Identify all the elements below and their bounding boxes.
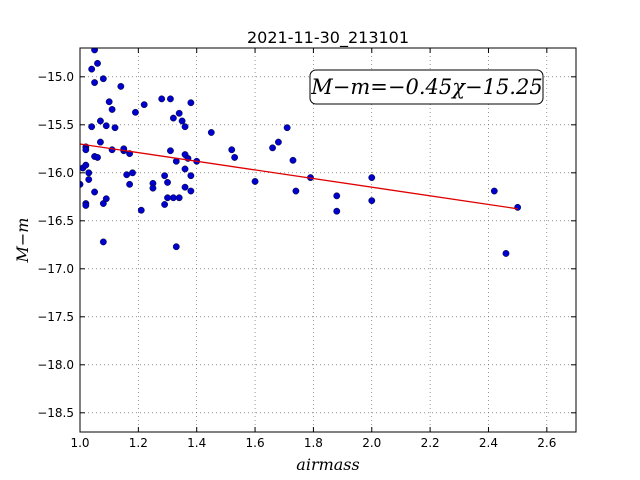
data-point	[161, 172, 169, 180]
x-tick-label: 2.2	[421, 436, 440, 450]
data-point	[207, 129, 215, 136]
x-tick-label: 1.2	[129, 436, 148, 450]
data-point	[82, 202, 90, 209]
data-point	[111, 124, 119, 132]
data-point	[164, 194, 171, 202]
data-point	[187, 99, 195, 107]
data-point	[97, 117, 104, 125]
y-tick-label: −17.0	[37, 262, 74, 276]
data-point	[123, 171, 131, 179]
data-point	[167, 95, 174, 103]
data-point	[91, 79, 98, 86]
data-point	[94, 154, 101, 161]
y-tick-label: −17.5	[37, 310, 74, 324]
data-point	[108, 146, 116, 154]
data-point	[149, 184, 157, 192]
data-point	[228, 146, 236, 154]
data-point	[175, 109, 183, 117]
fit-line-group	[79, 143, 518, 210]
data-point	[129, 169, 136, 177]
data-point	[181, 183, 189, 191]
data-point	[97, 138, 104, 146]
data-point	[514, 203, 522, 211]
x-tick-label: 1.0	[70, 436, 89, 450]
data-point	[187, 172, 195, 180]
data-point	[99, 238, 107, 246]
data-point	[94, 59, 101, 67]
data-point	[169, 194, 177, 202]
x-tick-label: 1.8	[304, 436, 323, 450]
data-point	[175, 194, 183, 202]
y-axis-label: M−m	[13, 218, 32, 264]
axis-ticks: 1.0 1.2 1.4 1.6 1.8 2.0 2.2 2.4 2.6 −15.0 −15.5 −16…	[37, 48, 576, 450]
fit-equation-text: M−m=−0.45χ−15.25	[310, 75, 542, 99]
data-point	[91, 48, 98, 54]
data-point	[161, 201, 169, 208]
data-point	[368, 197, 376, 205]
data-point	[82, 146, 90, 154]
data-point	[164, 178, 171, 186]
data-point	[85, 169, 93, 177]
data-point	[85, 176, 93, 183]
chart-title: 2021-11-30_213101	[247, 28, 409, 48]
data-point	[289, 156, 297, 164]
data-point	[187, 187, 195, 195]
x-axis-label: airmass	[296, 455, 359, 474]
data-point	[99, 75, 107, 83]
data-point	[181, 123, 189, 131]
data-point	[181, 165, 189, 173]
data-point	[502, 250, 510, 257]
data-point	[117, 83, 125, 90]
data-point	[169, 114, 177, 122]
data-point	[172, 243, 180, 251]
x-tick-label: 1.6	[246, 436, 265, 450]
y-tick-label: −16.5	[37, 214, 74, 228]
data-point	[140, 101, 148, 109]
data-point	[82, 161, 90, 169]
fit-line	[79, 143, 518, 210]
data-point	[292, 187, 300, 195]
data-point	[105, 98, 113, 106]
fit-equation-frame	[309, 69, 544, 105]
x-tick-label: 2.4	[479, 436, 498, 450]
y-tick-label: −15.5	[37, 118, 74, 132]
data-point	[283, 124, 291, 132]
data-point	[137, 206, 145, 214]
data-point	[333, 192, 341, 200]
data-point	[88, 65, 96, 73]
x-tick-label: 1.4	[187, 436, 206, 450]
data-point	[231, 154, 239, 161]
y-tick-label: −16.0	[37, 166, 74, 180]
data-point	[274, 138, 282, 146]
data-point	[251, 178, 259, 185]
data-point	[269, 144, 276, 152]
y-tick-label: −18.0	[37, 358, 74, 372]
y-tick-label: −18.5	[37, 406, 74, 420]
data-point	[158, 95, 166, 103]
data-point	[102, 122, 110, 130]
fit-equation-box: M−m=−0.45χ−15.25	[309, 69, 544, 105]
data-point	[333, 207, 341, 215]
y-tick-label: −15.0	[37, 70, 74, 84]
data-point	[88, 123, 96, 131]
x-tick-label: 2.0	[362, 436, 381, 450]
data-point	[368, 174, 376, 182]
x-tick-label: 2.6	[537, 436, 556, 450]
data-point	[108, 106, 116, 113]
data-point	[490, 187, 498, 195]
data-point	[167, 147, 174, 155]
plot-frame	[79, 47, 577, 433]
data-point	[132, 108, 139, 116]
data-point	[126, 180, 134, 188]
data-point	[91, 188, 98, 196]
grid	[80, 48, 576, 432]
data-point	[102, 195, 110, 203]
data-point	[178, 117, 186, 125]
